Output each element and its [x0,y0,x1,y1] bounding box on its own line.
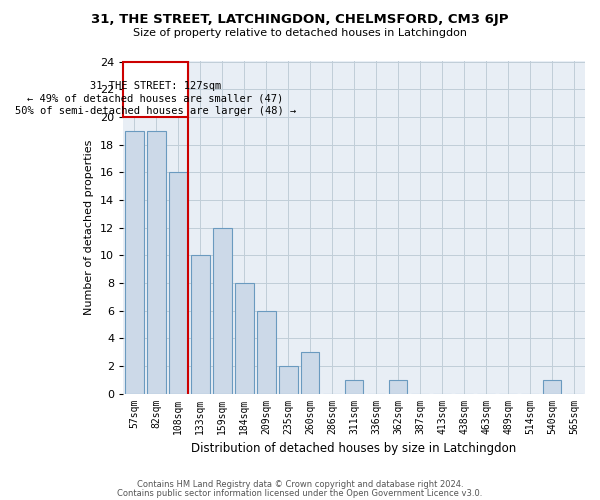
Bar [169,172,188,394]
Text: Size of property relative to detached houses in Latchingdon: Size of property relative to detached ho… [133,28,467,38]
Text: 31 THE STREET: 127sqm: 31 THE STREET: 127sqm [90,81,221,91]
Y-axis label: Number of detached properties: Number of detached properties [85,140,94,315]
Text: 50% of semi-detached houses are larger (48) →: 50% of semi-detached houses are larger (… [15,106,296,116]
Text: Contains HM Land Registry data © Crown copyright and database right 2024.: Contains HM Land Registry data © Crown c… [137,480,463,489]
Bar [213,228,232,394]
Bar [191,255,209,394]
X-axis label: Distribution of detached houses by size in Latchingdon: Distribution of detached houses by size … [191,442,517,455]
Bar [279,366,298,394]
Bar [125,130,143,394]
Bar [257,310,275,394]
Bar [235,283,254,394]
Bar [147,130,166,394]
Text: Contains public sector information licensed under the Open Government Licence v3: Contains public sector information licen… [118,488,482,498]
Text: ← 49% of detached houses are smaller (47): ← 49% of detached houses are smaller (47… [27,94,284,104]
Bar [542,380,562,394]
FancyBboxPatch shape [123,62,188,117]
Bar [389,380,407,394]
Bar [345,380,364,394]
Text: 31, THE STREET, LATCHINGDON, CHELMSFORD, CM3 6JP: 31, THE STREET, LATCHINGDON, CHELMSFORD,… [91,12,509,26]
Bar [301,352,319,394]
